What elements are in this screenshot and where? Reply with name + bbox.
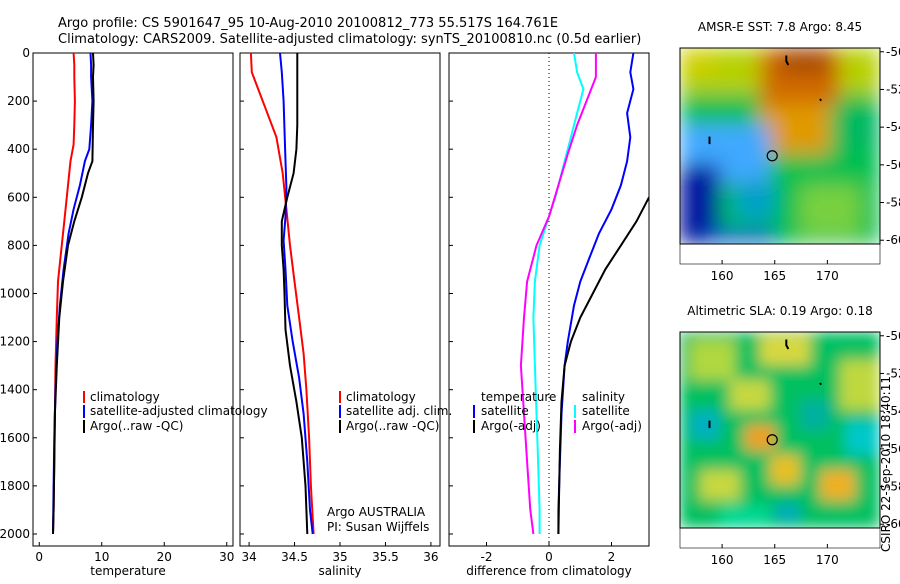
lon-tick-label: 160	[711, 269, 734, 283]
lat-tick-label: -60	[886, 233, 900, 247]
x-tick-label: 20	[157, 550, 172, 564]
series-line	[249, 52, 315, 535]
series-line	[557, 196, 649, 535]
sst-map	[680, 48, 880, 244]
x-tick-label: 0	[35, 550, 43, 564]
sst-map-overlay: -50 -52 -54 -56 -58 -60 160 165 170	[679, 45, 900, 283]
depth-tick-label: 1200	[0, 335, 30, 349]
x-tick-label: 34.5	[281, 550, 308, 564]
depth-tick-label: 0	[22, 46, 30, 60]
temperature-legend: climatology satellite-adjusted climatolo…	[83, 390, 268, 433]
difference-legend: temperature satellite Argo(-adj) salinit…	[473, 390, 642, 433]
lat-tick-label: -52	[886, 366, 900, 380]
sla-map-title: Altimetric SLA: 0.19 Argo: 0.18	[687, 304, 872, 318]
difference-plot	[519, 53, 649, 546]
depth-tick-label: 1000	[0, 286, 30, 300]
difference-panel-frame	[448, 52, 650, 547]
legend-group-title: salinity	[582, 390, 625, 404]
lon-axis-box	[679, 527, 881, 549]
legend-label: satellite	[582, 404, 630, 418]
float-track	[819, 98, 822, 102]
series-line	[52, 52, 95, 535]
legend-label: Argo(-adj)	[481, 419, 541, 433]
x-tick-label: -2	[481, 550, 493, 564]
lat-tick-label: -56	[886, 442, 900, 456]
lat-tick-label: -58	[886, 196, 900, 210]
legend-label: Argo(..raw -QC)	[90, 419, 183, 433]
temperature-axis-label: temperature	[90, 564, 165, 578]
x-tick-label: 2	[608, 550, 616, 564]
x-tick-label: 34	[241, 550, 256, 564]
lat-tick-label: -50	[886, 329, 900, 343]
legend-label: Argo(..raw -QC)	[346, 419, 439, 433]
sla-map-overlay: -50 -52 -54 -56 -58 -60 160 165 170	[679, 329, 900, 567]
series-line	[280, 53, 309, 535]
series-line	[532, 53, 585, 534]
depth-tick-label: 1400	[0, 383, 30, 397]
header-line-2: Climatology: CARS2009. Satellite-adjuste…	[58, 32, 641, 47]
legend-label: satellite adj. clim.	[346, 404, 452, 418]
lat-tick-label: -54	[886, 404, 900, 418]
lon-tick-label: 170	[816, 553, 839, 567]
lat-tick-label: -50	[886, 45, 900, 59]
salinity-panel-frame	[239, 52, 441, 547]
lon-tick-label: 170	[816, 269, 839, 283]
sst-map-title: AMSR-E SST: 7.8 Argo: 8.45	[698, 20, 862, 34]
legend-label: climatology	[346, 390, 416, 404]
legend-label: climatology	[90, 390, 160, 404]
depth-tick-label: 2000	[0, 527, 30, 541]
float-track	[785, 55, 790, 66]
x-tick-label: 35.5	[372, 550, 399, 564]
lon-tick-label: 160	[711, 553, 734, 567]
depth-tick-label: 200	[7, 94, 30, 108]
lat-tick-label: -58	[886, 480, 900, 494]
series-line	[519, 53, 597, 535]
series-line	[279, 52, 314, 535]
legend-group-title: temperature	[481, 390, 556, 404]
float-track	[819, 382, 822, 386]
lon-axis-box	[679, 243, 881, 265]
float-position-marker	[766, 150, 778, 162]
x-tick-label: 0	[545, 550, 553, 564]
x-tick-label: 35	[332, 550, 347, 564]
sla-map	[680, 332, 880, 528]
header-line-1: Argo profile: CS 5901647_95 10-Aug-2010 …	[58, 16, 558, 31]
depth-tick-label: 1600	[0, 431, 30, 445]
float-track	[785, 339, 790, 350]
lat-tick-label: -60	[886, 517, 900, 531]
depth-axis: 0 200 400 600 800 1000 1200 1400 1600 1800 2000	[0, 46, 453, 541]
temperature-panel-frame	[32, 52, 234, 547]
depth-tick-label: 1800	[0, 479, 30, 493]
lon-tick-label: 165	[763, 553, 786, 567]
salinity-legend: climatology satellite adj. clim. Argo(..…	[339, 390, 452, 433]
side-timestamp: CSIRO 22-Sep-2010 18:40:11	[879, 376, 893, 552]
x-tick-label: 30	[219, 550, 234, 564]
float-note-line-2: PI: Susan Wijffels	[327, 520, 429, 534]
legend-label: Argo(-adj)	[582, 419, 642, 433]
salinity-plot: 34 34.5 35 35.5 36	[241, 52, 439, 564]
difference-axis-label: difference from climatology	[466, 564, 632, 578]
depth-tick-label: 800	[7, 238, 30, 252]
difference-axis: -2 0 2	[481, 542, 616, 564]
lat-tick-label: -54	[886, 120, 900, 134]
lat-tick-label: -56	[886, 158, 900, 172]
lat-tick-label: -52	[886, 82, 900, 96]
depth-tick-label: 400	[7, 142, 30, 156]
temperature-plot: 0 10 20 30	[35, 52, 234, 564]
x-tick-label: 36	[423, 550, 438, 564]
salinity-axis-label: salinity	[318, 564, 361, 578]
depth-tick-label: 600	[7, 190, 30, 204]
legend-label: satellite	[481, 404, 529, 418]
float-position-marker	[766, 434, 778, 446]
legend-label: satellite-adjusted climatology	[90, 404, 268, 418]
lon-tick-label: 165	[763, 269, 786, 283]
x-tick-label: 10	[94, 550, 109, 564]
float-note-line-1: Argo AUSTRALIA	[327, 505, 426, 519]
